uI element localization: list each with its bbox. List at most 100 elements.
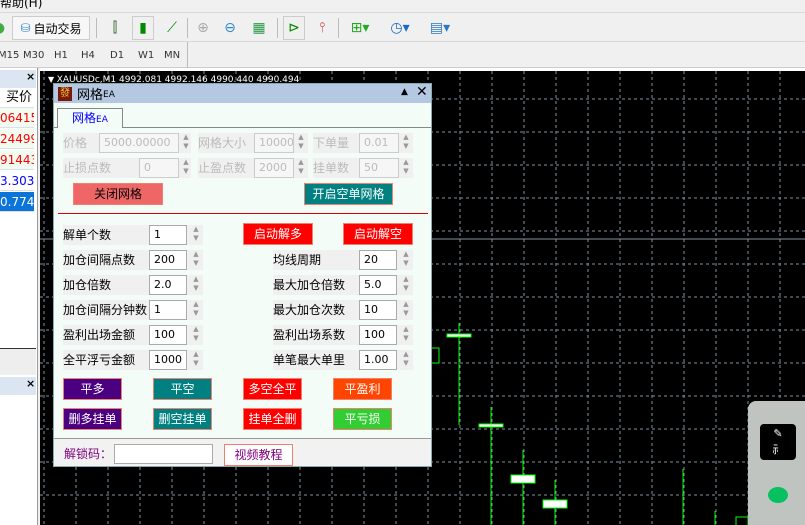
action-button[interactable]: 平空 [153,378,212,400]
param-input-left[interactable]: 1 [149,300,187,320]
tab-grid-ea[interactable]: 网格EA [57,108,123,128]
chart-shift-icon[interactable]: ⫯ [318,20,326,36]
auto-trade-icon: ⛁ [20,21,31,35]
timeframe-m30[interactable]: M30 [23,50,45,61]
take-profit-spinner[interactable]: ▲ ▼ [298,158,304,175]
timeframe-h4[interactable]: H4 [81,50,95,61]
param-spinner[interactable]: ▲ ▼ [403,275,409,292]
unlock-code-input[interactable] [114,444,213,464]
toolbar-icon[interactable]: ● [0,16,6,40]
param-input-left[interactable]: 1000 [149,350,187,370]
zoom-out-icon[interactable]: ⊖ [224,20,236,36]
param-spinner[interactable]: ▲ ▼ [193,300,199,317]
toolbar: ● ⛁ 自动交易 ⫿ ▮ ⟋ ⊕ ⊖ ▦ ⊳ ⫯ ⊞▾ ◷▾ ▤▾ [0,12,805,42]
timeframe-w1[interactable]: W1 [138,50,155,61]
templates-icon[interactable]: ▤▾ [429,20,451,36]
grid-size-spinner[interactable]: ▲ ▼ [298,133,304,150]
line-chart-icon[interactable]: ⟋ [167,20,177,36]
auto-trade-button[interactable]: ⛁ 自动交易 [12,16,90,40]
candle-body [430,347,440,364]
price-input[interactable]: 5000.00000 [99,133,179,153]
action-button[interactable]: 多空全平 [243,378,302,400]
stop-loss-input[interactable]: 0 [139,158,179,178]
timeframe-mn[interactable]: MN [164,50,181,61]
panel-header [0,70,36,88]
candle-body [542,499,568,509]
param-spinner[interactable]: ▲ ▼ [193,250,199,267]
open-short-grid-button[interactable]: 开启空单网格 [304,183,393,205]
divider [58,213,428,214]
close-icon[interactable]: ✕ [416,84,428,100]
price-spinner[interactable]: ▲ ▼ [183,133,189,150]
lot-size-input[interactable]: 0.01 [359,133,399,153]
param-spinner[interactable]: ▲ ▼ [403,300,409,317]
candle-body [735,516,749,525]
param-input-left[interactable]: 1 [149,225,187,245]
param-spinner[interactable]: ▲ ▼ [193,225,199,242]
timeframe-h1[interactable]: H1 [54,50,68,61]
take-profit-input[interactable]: 2000 [254,158,294,178]
action-button[interactable]: 删空挂单 [153,408,212,430]
app-logo[interactable]: ✎ ⺬ [760,424,796,460]
param-spinner[interactable]: ▲ ▼ [193,275,199,292]
param-spinner[interactable]: ▲ ▼ [403,350,409,367]
menu-bar: 帮助(H) [0,0,805,10]
timeframe-m15[interactable]: M15 [0,50,20,61]
zoom-in-icon[interactable]: ⊕ [197,20,209,36]
action-button[interactable]: 平亏损 [333,408,392,430]
price-cell-selected[interactable]: 0.774 [0,192,34,212]
param-spinner[interactable]: ▲ ▼ [193,350,199,367]
param-input-left[interactable]: 100 [149,325,187,345]
bar-chart-icon[interactable]: ⫿ [112,20,118,36]
chat-bubble-icon[interactable] [768,487,788,503]
candle-body [510,474,536,484]
chart-header: ▼ XAUUSDc,M1 4992.081 4992.146 4990.440 … [48,75,300,85]
close-icon[interactable]: × [26,377,36,390]
param-spinner[interactable]: ▲ ▼ [403,325,409,342]
lot-size-spinner[interactable]: ▲ ▼ [403,133,409,150]
param-spinner[interactable]: ▲ ▼ [403,250,409,267]
tile-windows-icon[interactable]: ▦ [252,20,266,36]
unlock-code-label: 解锁码： [64,447,113,461]
param-input-right[interactable]: 20 [359,250,397,270]
grid-size-input[interactable]: 100000 [254,133,294,153]
start-unlock-long-button[interactable]: 启动解多 [243,223,313,245]
price-cell[interactable]: 06415 [0,108,34,128]
param-input-left[interactable]: 200 [149,250,187,270]
close-grid-button[interactable]: 关闭网格 [73,183,163,205]
param-input-right[interactable]: 5.0 [359,275,397,295]
ea-logo-icon: 發 [58,86,72,101]
menu-help[interactable]: 帮助(H) [0,0,43,10]
pending-orders-input[interactable]: 50 [359,158,399,178]
video-tutorial-button[interactable]: 视频教程 [224,444,293,466]
dialog-title-bar[interactable]: 發 网格 EA ▲ ✕ [54,84,431,103]
timeframe-d1[interactable]: D1 [110,50,125,61]
param-input-right[interactable]: 10 [359,300,397,320]
pending-orders-spinner[interactable]: ▲ ▼ [403,158,409,175]
tab-label: 网格 [72,111,97,125]
periods-clock-icon[interactable]: ◷▾ [390,20,410,36]
action-button[interactable]: 删多挂单 [63,408,122,430]
start-unlock-short-button[interactable]: 启动解空 [343,223,413,245]
param-spinner[interactable]: ▲ ▼ [193,325,199,342]
bid-column-header[interactable]: 买价 [0,88,34,108]
price-cell[interactable]: 3.303 [0,171,34,191]
param-input-left[interactable]: 2.0 [149,275,187,295]
close-icon[interactable]: × [26,70,36,83]
stop-loss-spinner[interactable]: ▲ ▼ [183,158,189,175]
action-button[interactable]: 挂单全删 [243,408,302,430]
auto-scroll-icon[interactable]: ⊳ [283,16,305,40]
action-button[interactable]: 平多 [63,378,122,400]
candle-body [446,333,472,338]
candlestick-icon[interactable]: ▮ [132,16,154,40]
action-button[interactable]: 平盈利 [333,378,392,400]
tab-suffix: EA [96,115,108,125]
new-order-icon[interactable]: ⊞▾ [350,20,370,36]
minimize-icon[interactable]: ▲ [401,87,408,97]
param-input-right[interactable]: 100 [359,325,397,345]
param-input-right[interactable]: 1.00 [359,350,397,370]
grid-ea-dialog: 發 网格 EA ▲ ✕ 网格EA 价格 5000.00000 ▲ ▼ 网格大小 1… [53,83,432,467]
dialog-title: 网格 [77,88,104,103]
